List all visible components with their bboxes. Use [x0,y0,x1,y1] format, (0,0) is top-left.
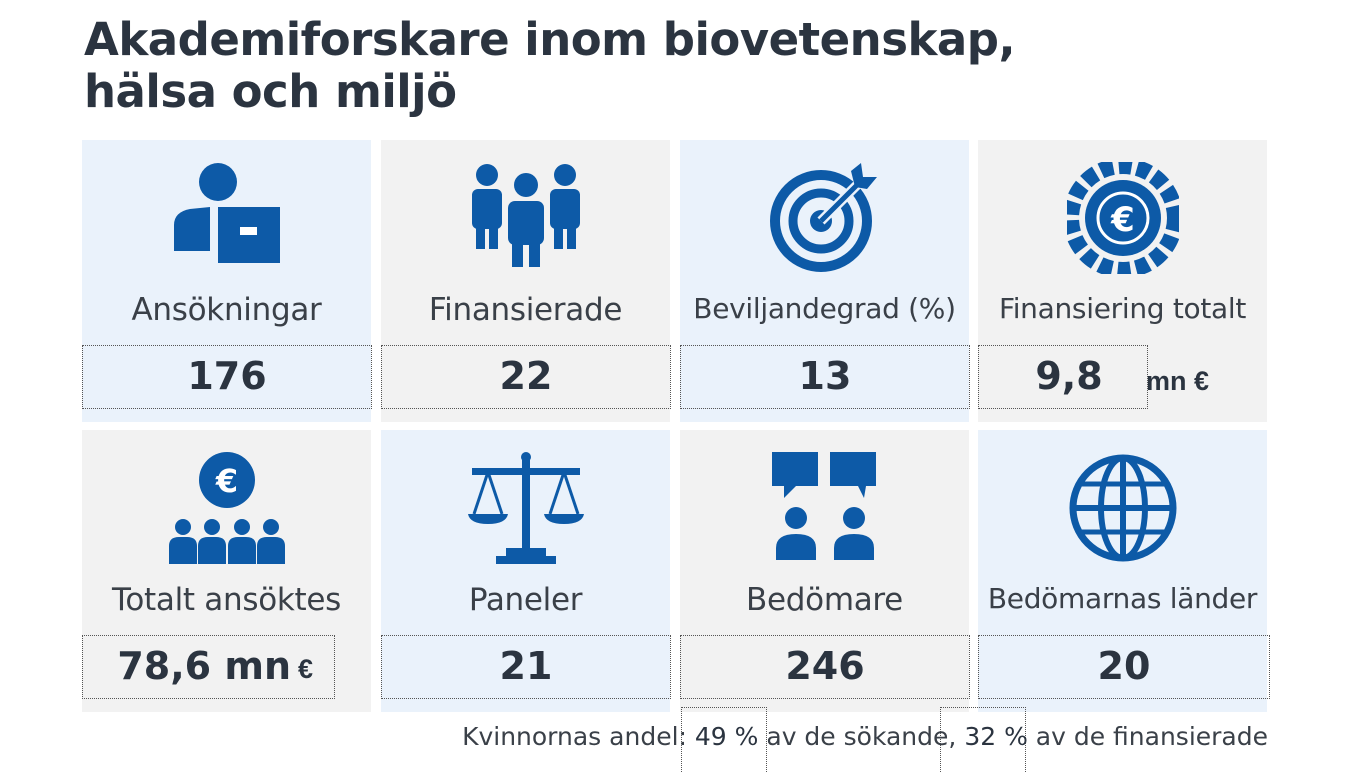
tile-label: Bedömarnas länder [987,582,1258,615]
euro-audience-icon: € [82,450,371,565]
tile-funded: Finansierade 22 [381,140,671,422]
tile-unit: € [298,654,314,684]
value-box: 21 [381,635,671,699]
applicants-share: 49 % [694,722,759,751]
value-box: 9,8 [978,345,1148,409]
tile-value: 246 [785,644,865,688]
target-icon [680,160,969,275]
tile-value: 9,8 [1035,354,1103,398]
tile-reviewers: Bedömare 246 [680,430,970,712]
euro-coin-icon: € [978,160,1267,275]
tile-value: 78,6 mn [117,644,291,688]
people-group-icon [381,160,670,275]
tile-label: Finansiering totalt [998,292,1247,325]
svg-text:€: € [1110,200,1135,240]
title-line-1: Akademiforskare inom biovetenskap, [84,13,1016,66]
person-with-application-icon [82,160,371,275]
footer-prefix: Kvinnornas andel: [462,722,687,751]
tile-value: 13 [798,354,852,398]
tile-success-rate: Beviljandegrad (%) 13 [680,140,970,422]
tile-label: Finansierade [428,292,623,328]
svg-text:€: € [214,462,237,500]
funded-share: 32 % [964,722,1028,751]
footer-dotted-box [940,707,1026,772]
tile-value: 176 [187,354,267,398]
tile-value: 22 [499,354,553,398]
tile-applications: Ansökningar 176 [82,140,372,422]
tile-label: Paneler [468,582,583,618]
scales-icon [381,450,670,565]
footer-dotted-box [681,707,767,772]
tile-label: Beviljandegrad (%) [693,292,956,325]
value-box: 78,6 mn € [82,635,335,699]
tile-value: 20 [1097,644,1151,688]
title-line-2: hälsa och miljö [84,65,457,118]
globe-icon [978,450,1267,565]
tile-label: Bedömare [746,582,903,618]
reviewers-chat-icon [680,450,969,565]
tile-panels: Paneler 21 [381,430,671,712]
tile-unit: mn € [1146,366,1210,396]
value-box: 20 [978,635,1270,699]
tile-total-applied: € Totalt ansöktes 78,6 mn € [82,430,371,712]
tile-total-funding: € Finansiering totalt 9,8 mn € [978,140,1267,422]
women-share-footer: Kvinnornas andel: 49 % av de sökande, 32… [462,722,1268,751]
tile-reviewer-countries: Bedömarnas länder 20 [978,430,1270,712]
value-box: 176 [82,345,372,409]
tile-label: Ansökningar [131,292,322,328]
value-box: 13 [680,345,970,409]
tile-label: Totalt ansöktes [112,582,341,618]
tile-value: 21 [499,644,553,688]
value-box: 246 [680,635,970,699]
page-title: Akademiforskare inom biovetenskap, hälsa… [84,14,1084,118]
applicants-text: av de sökande, [766,722,957,751]
funded-text: av de finansierade [1035,722,1268,751]
value-box: 22 [381,345,671,409]
